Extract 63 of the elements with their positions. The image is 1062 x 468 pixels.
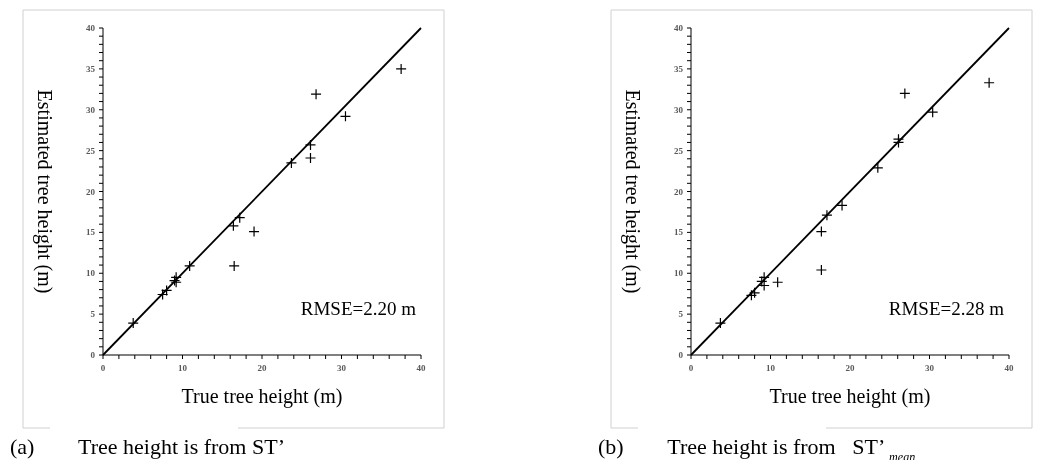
point [127,317,139,329]
point [758,279,770,292]
x-tick-label: 0 [100,363,106,373]
point [815,225,827,238]
y-tick-label: 30 [674,104,684,115]
point [161,284,173,297]
y-tick-label: 20 [86,186,96,197]
point [304,152,317,164]
point [749,287,761,299]
y-tick-label: 15 [86,227,96,238]
point [899,87,911,99]
y-tick-label: 35 [86,63,96,74]
point [395,63,407,75]
y-tick-label: 40 [674,23,684,33]
x-tick-label: 0 [688,363,694,373]
x-axis-title: True tree height (m) [769,385,931,408]
y-tick-label: 5 [90,309,96,320]
y-tick-label: 20 [674,186,684,197]
x-tick-label: 10 [178,363,188,373]
point [821,209,833,221]
point [815,264,827,276]
point [248,225,260,238]
point [184,260,196,272]
point [756,275,768,288]
y-tick-label: 0 [678,350,684,360]
point [285,157,298,169]
x-tick-label: 30 [337,363,347,373]
point [927,106,939,118]
x-tick-label: 30 [925,363,935,373]
y-axis-title: Estimated tree height (m) [621,89,644,294]
y-tick-label: 25 [86,145,96,156]
y-tick-label: 0 [90,350,96,360]
point [836,199,848,211]
y-tick-label: 35 [674,63,684,74]
point [872,162,884,174]
point [983,77,995,89]
x-tick-label: 40 [1004,363,1014,373]
y-tick-label: 15 [674,227,684,238]
y-tick-label: 40 [86,23,96,33]
point [234,212,246,224]
y-tick-label: 25 [674,145,684,156]
y-axis-title: Estimated tree height (m) [33,89,56,294]
x-tick-label: 20 [845,363,855,373]
point [714,317,727,329]
point [339,110,352,122]
annotation: RMSE=2.20 m [300,298,417,319]
point [772,276,784,288]
point [745,289,758,301]
x-tick-label: 10 [766,363,776,373]
text: (a) Tree height is from ST’ [10,434,285,459]
x-tick-label: 40 [416,363,426,373]
point [304,139,317,151]
point [228,260,240,272]
x-axis-title: True tree height (m) [181,385,343,408]
y-tick-label: 30 [86,104,96,115]
x-tick-label: 20 [257,363,267,373]
y-tick-label: 10 [674,268,684,279]
point [892,136,905,149]
point [758,271,770,283]
y-tick-label: 10 [86,268,96,279]
point [310,88,322,100]
annotation: RMSE=2.28 m [888,298,1005,319]
y-tick-label: 5 [678,309,684,320]
